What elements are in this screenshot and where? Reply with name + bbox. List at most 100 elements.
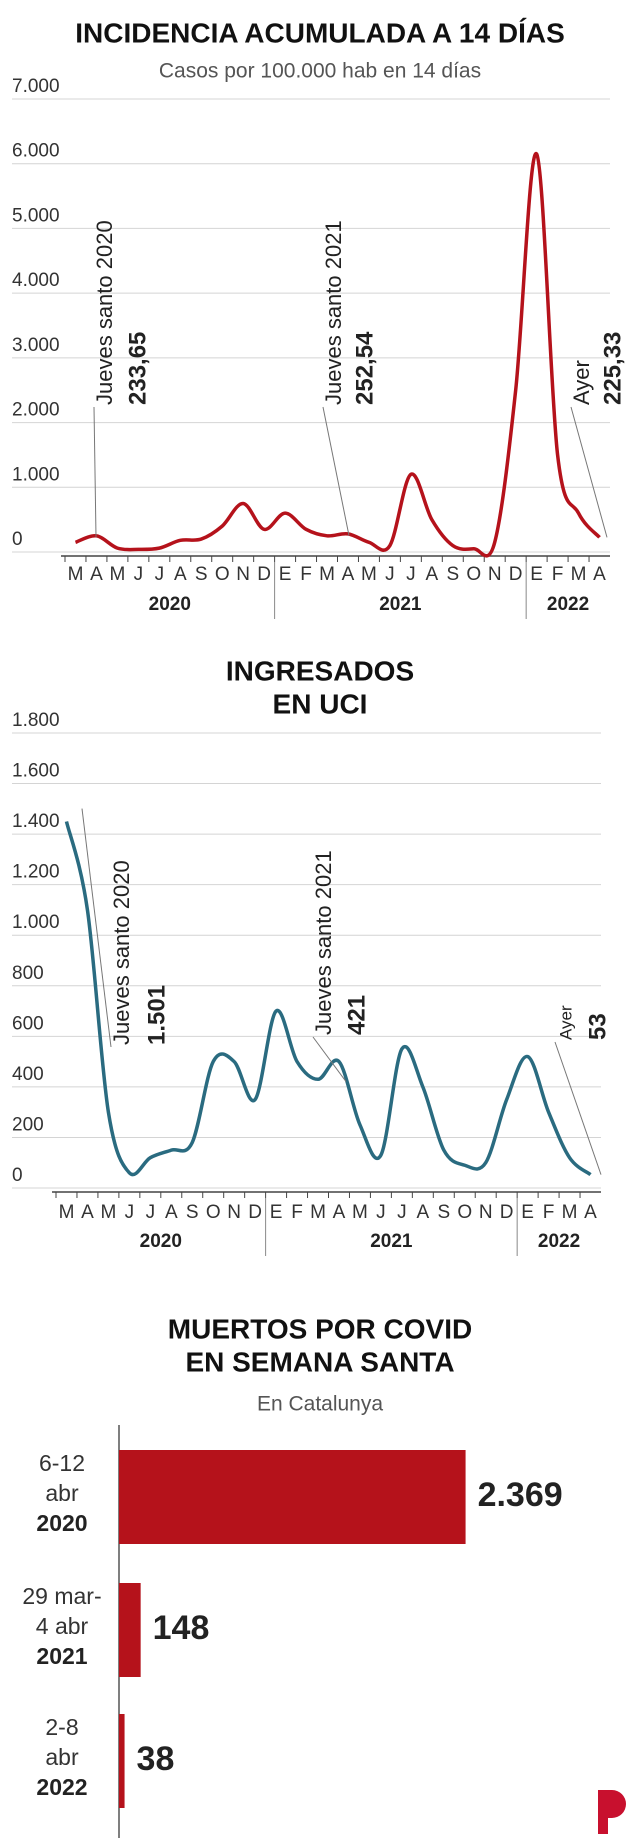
x-tick-label: F: [291, 1202, 303, 1223]
y-tick-label: 4.000: [12, 270, 60, 291]
value-label: 148: [153, 1609, 210, 1647]
category-label: 4 abr: [36, 1613, 89, 1639]
y-tick-label: 6.000: [12, 141, 60, 162]
category-year: 2021: [36, 1643, 87, 1669]
annotation-value: 53: [584, 1013, 611, 1040]
x-tick-label: M: [571, 564, 587, 585]
annotation-value: 252,54: [351, 331, 378, 405]
x-tick-label: J: [397, 1202, 407, 1223]
x-tick-label: A: [165, 1202, 178, 1223]
chart-title: EN UCI: [273, 688, 368, 719]
x-tick-label: A: [81, 1202, 94, 1223]
chart-subtitle: Casos por 100.000 hab en 14 días: [159, 60, 481, 83]
x-tick-label: J: [376, 1202, 386, 1223]
chart-title: MUERTOS POR COVID: [168, 1313, 472, 1344]
x-tick-label: M: [352, 1202, 368, 1223]
x-tick-label: M: [59, 1202, 75, 1223]
x-tick-label: A: [425, 564, 438, 585]
annotation-text: Jueves santo 2020: [92, 220, 117, 405]
x-tick-label: J: [406, 564, 416, 585]
category-year: 2020: [36, 1510, 87, 1536]
x-tick-label: N: [227, 1202, 241, 1223]
x-tick-label: S: [195, 564, 208, 585]
year-label: 2022: [538, 1231, 580, 1252]
x-tick-label: A: [593, 564, 606, 585]
y-tick-label: 400: [12, 1064, 44, 1085]
value-label: 38: [137, 1740, 175, 1778]
x-tick-label: J: [146, 1202, 156, 1223]
annotation-text: Ayer: [556, 1005, 575, 1040]
x-tick-label: F: [552, 564, 564, 585]
annotation-leader: [312, 1036, 347, 1082]
category-label: 6-12: [39, 1450, 85, 1476]
x-tick-label: E: [279, 564, 292, 585]
annotation-leader: [554, 1041, 602, 1175]
x-tick-label: D: [248, 1202, 262, 1223]
x-tick-label: E: [521, 1202, 534, 1223]
chart-title: INGRESADOS: [226, 655, 414, 686]
x-tick-label: S: [446, 564, 459, 585]
annotation-text: Jueves santo 2021: [311, 850, 336, 1035]
x-tick-label: D: [509, 564, 523, 585]
bar: [119, 1714, 125, 1808]
x-tick-label: A: [174, 564, 187, 585]
x-tick-label: A: [416, 1202, 429, 1223]
year-label: 2021: [370, 1231, 413, 1252]
x-tick-label: S: [186, 1202, 199, 1223]
x-tick-label: E: [270, 1202, 283, 1223]
bar: [119, 1450, 466, 1544]
y-tick-label: 2.000: [12, 400, 60, 421]
y-tick-label: 200: [12, 1114, 44, 1135]
x-tick-label: A: [333, 1202, 346, 1223]
annotation-value: 1.501: [143, 985, 170, 1045]
value-label: 2.369: [478, 1476, 563, 1514]
year-label: 2020: [149, 594, 191, 615]
y-tick-label: 5.000: [12, 205, 60, 226]
x-tick-label: M: [68, 564, 84, 585]
y-tick-label: 1.200: [12, 862, 60, 883]
logo: [598, 1790, 626, 1834]
category-label: abr: [45, 1744, 79, 1770]
x-tick-label: M: [361, 564, 377, 585]
year-label: 2021: [379, 594, 422, 615]
category-label: 2-8: [45, 1714, 78, 1740]
category-year: 2022: [36, 1774, 87, 1800]
annotation-value: 233,65: [124, 332, 151, 405]
y-tick-label: 1.400: [12, 811, 60, 832]
x-tick-label: O: [206, 1202, 221, 1223]
annotation-value: 421: [343, 995, 370, 1035]
y-tick-label: 0: [12, 1165, 23, 1186]
y-tick-label: 1.600: [12, 761, 60, 782]
chart-title: INCIDENCIA ACUMULADA A 14 DÍAS: [75, 17, 565, 48]
x-tick-label: O: [215, 564, 230, 585]
annotation-leader: [93, 406, 97, 537]
x-tick-label: D: [257, 564, 271, 585]
x-tick-label: A: [584, 1202, 597, 1223]
x-tick-label: M: [310, 1202, 326, 1223]
x-tick-label: J: [125, 1202, 135, 1223]
x-tick-label: M: [562, 1202, 578, 1223]
y-tick-label: 1.800: [12, 710, 60, 731]
annotation-leader: [81, 808, 112, 1048]
y-tick-label: 800: [12, 963, 44, 984]
x-tick-label: J: [385, 564, 395, 585]
y-tick-label: 600: [12, 1013, 44, 1034]
y-tick-label: 1.000: [12, 464, 60, 485]
x-tick-label: N: [488, 564, 502, 585]
x-tick-label: S: [437, 1202, 450, 1223]
x-tick-label: M: [109, 564, 125, 585]
x-tick-label: O: [466, 564, 481, 585]
annotation-text: Jueves santo 2020: [109, 860, 134, 1045]
x-tick-label: J: [155, 564, 165, 585]
x-tick-label: F: [543, 1202, 555, 1223]
chart-subtitle: En Catalunya: [257, 1393, 383, 1416]
chart-title: EN SEMANA SANTA: [185, 1346, 454, 1377]
x-tick-label: D: [500, 1202, 514, 1223]
y-tick-label: 0: [12, 529, 23, 550]
x-tick-label: A: [90, 564, 103, 585]
annotation-text: Jueves santo 2021: [321, 220, 346, 405]
line: [74, 152, 601, 558]
x-tick-label: F: [300, 564, 312, 585]
x-tick-label: N: [236, 564, 250, 585]
